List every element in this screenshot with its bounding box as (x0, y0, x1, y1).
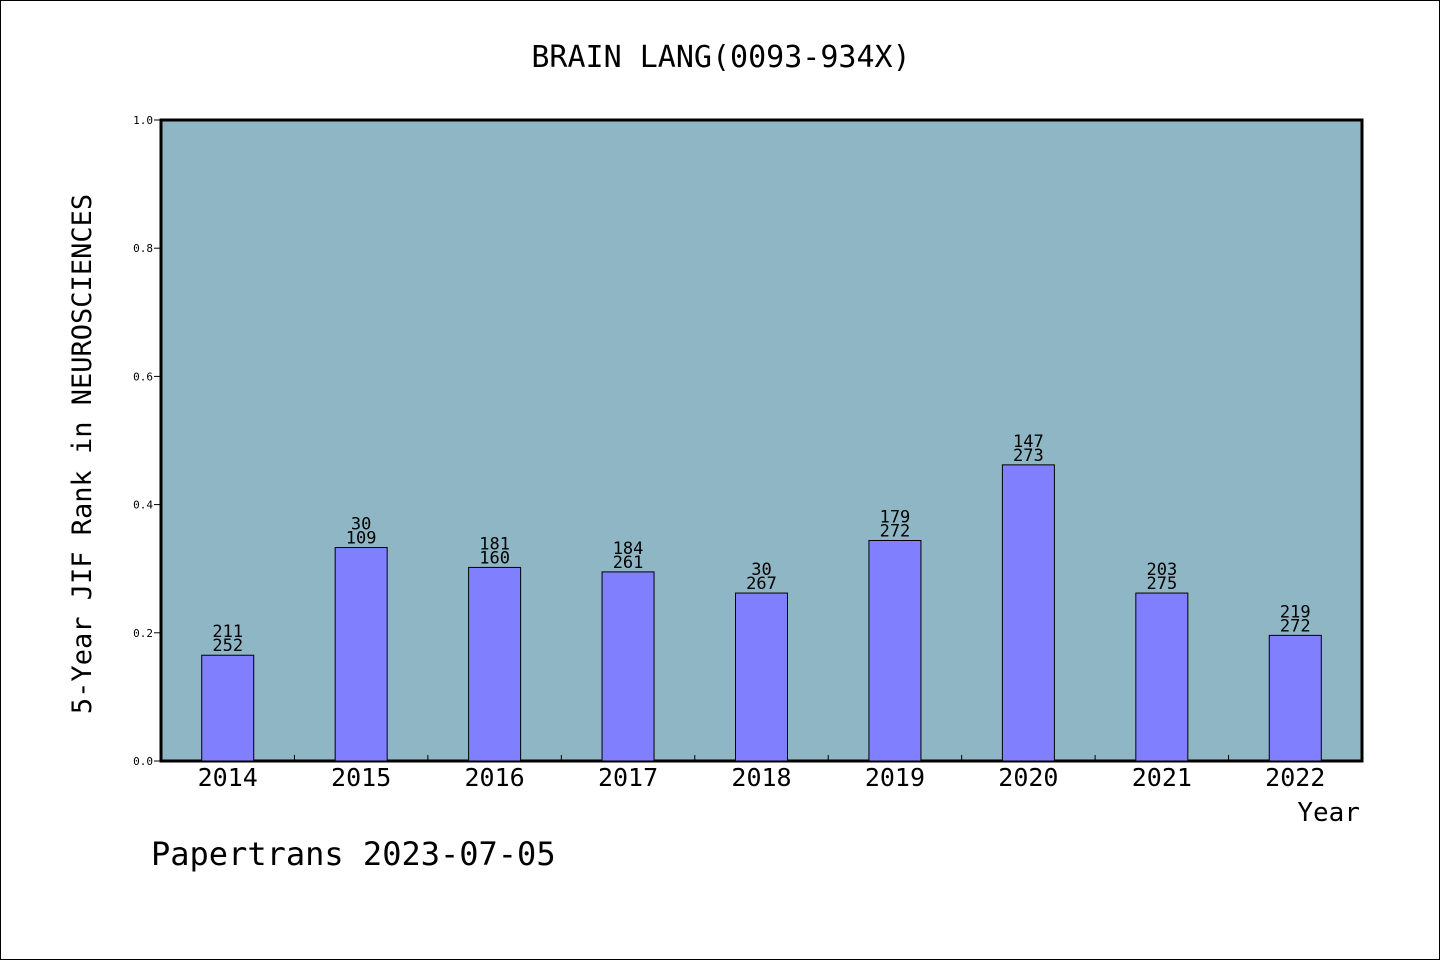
x-tick-label: 2018 (731, 763, 791, 792)
x-tick-label: 2020 (998, 763, 1058, 792)
x-tick-label: 2014 (198, 763, 258, 792)
x-tick-label: 2016 (465, 763, 525, 792)
x-axis-label: Year (1297, 798, 1360, 828)
x-tick-label: 2022 (1265, 763, 1325, 792)
bar-label-top: 179 (880, 507, 911, 527)
bar-label-top: 30 (351, 515, 371, 535)
bar-label-top: 219 (1280, 602, 1311, 622)
y-tick-label: 1.0 (133, 114, 153, 127)
bar-label-top: 181 (479, 534, 510, 554)
bar-label-bottom: 267 (746, 574, 777, 594)
bar-label-bottom: 252 (212, 636, 243, 656)
y-tick-label: 0.6 (133, 370, 153, 383)
y-tick-label: 0.4 (133, 499, 153, 512)
bar-label-bottom: 109 (346, 529, 377, 549)
x-tick-label: 2017 (598, 763, 658, 792)
bar-2015 (334, 547, 388, 762)
bar-label-bottom: 160 (479, 548, 510, 568)
bar-label-top: 203 (1146, 560, 1177, 580)
bar-2019 (868, 539, 922, 762)
bar-2018 (735, 592, 788, 762)
bar-label-top: 211 (212, 622, 243, 642)
bar-label-top: 184 (613, 539, 644, 559)
bar-label-bottom: 272 (880, 521, 911, 541)
x-tick-label: 2015 (331, 763, 391, 792)
bar-label-top: 147 (1013, 432, 1044, 452)
bar-label-bottom: 275 (1146, 574, 1177, 594)
footer-text: Papertrans 2023-07-05 (151, 835, 556, 873)
bar-2022 (1268, 634, 1322, 762)
bar-2016 (468, 566, 522, 762)
y-tick-label: 0.2 (133, 627, 153, 640)
x-tick-label: 2019 (865, 763, 925, 792)
bar-2020 (1001, 464, 1055, 762)
x-tick-label: 2021 (1132, 763, 1192, 792)
bar-label-bottom: 273 (1013, 446, 1044, 466)
bar-2014 (201, 654, 255, 762)
y-axis-label: 5-Year JIF Rank in NEUROSCIENCES (67, 194, 98, 714)
y-tick-label: 0.0 (133, 755, 153, 768)
bar-label-bottom: 261 (613, 553, 644, 573)
chart-title: BRAIN LANG(0093-934X) (531, 40, 910, 75)
x-axis: 2014 2015 2016 2017 2018 2019 2020 2021 2022 (198, 755, 1325, 792)
y-axis: 0.0 0.2 0.4 0.6 0.8 1.0 (133, 114, 161, 768)
bar-label-bottom: 272 (1280, 616, 1311, 636)
bar-label-top: 30 (751, 560, 771, 580)
bar-2017 (601, 571, 655, 762)
y-tick-label: 0.8 (133, 242, 153, 255)
bar-2021 (1135, 592, 1189, 762)
